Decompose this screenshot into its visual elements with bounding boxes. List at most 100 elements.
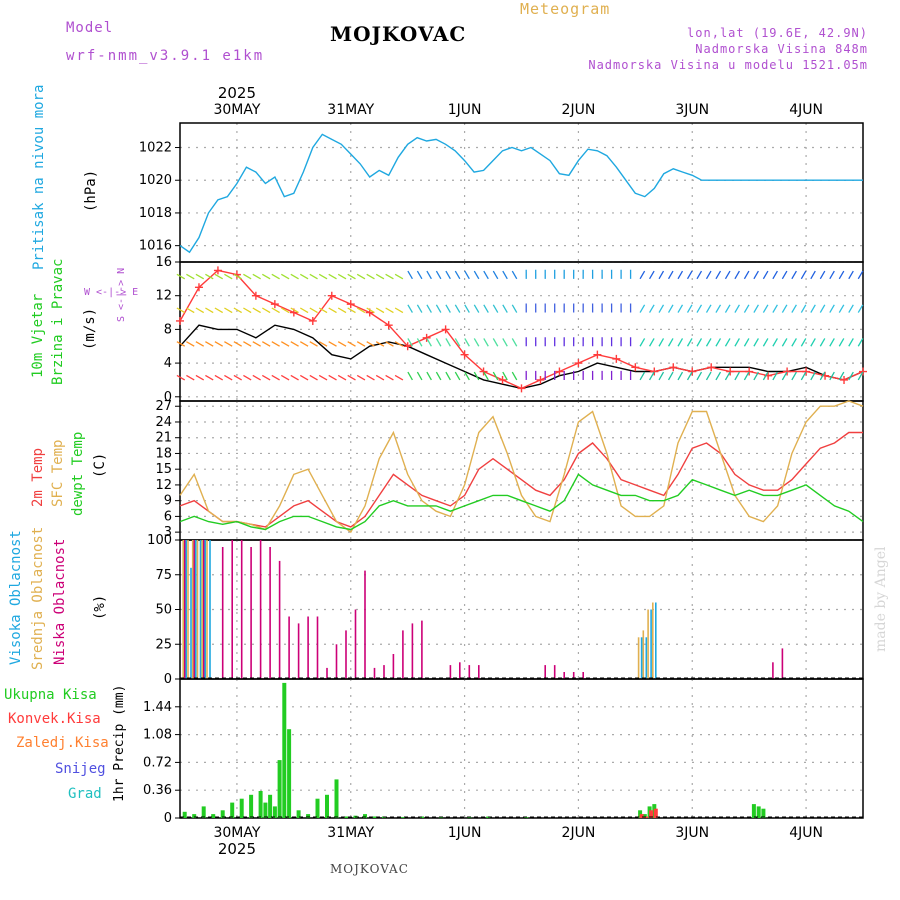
wind-barb: [407, 338, 413, 347]
wind-barb: [280, 273, 290, 280]
year-label-top: 2025: [218, 84, 256, 102]
bar: [288, 616, 290, 679]
bar: [637, 637, 640, 679]
wind-barb: [252, 374, 261, 381]
y-tick-label: 100: [147, 533, 172, 548]
wind-barb: [445, 371, 451, 381]
wind-barb: [261, 374, 271, 381]
panel-frame: [179, 400, 864, 541]
wind-barb: [243, 374, 252, 381]
bar: [277, 760, 282, 818]
wind-barb: [233, 341, 242, 347]
gust-marker: [176, 316, 184, 325]
cloud-title-low: Niska Oblacnost: [52, 538, 68, 665]
wind-barb: [454, 338, 461, 347]
wind-barb: [224, 307, 233, 314]
bar: [468, 665, 471, 679]
wind-barb: [772, 304, 778, 313]
wind-barb: [473, 304, 480, 313]
gust-marker: [327, 291, 336, 300]
bar: [307, 616, 309, 679]
bar: [334, 779, 339, 818]
gust-marker: [536, 375, 545, 384]
wind-barb: [762, 371, 769, 381]
wind-barb: [492, 304, 499, 313]
bar: [185, 540, 187, 679]
model-label: Model: [66, 20, 114, 36]
wind-barb: [648, 338, 655, 347]
credit: made by Angel: [873, 546, 889, 653]
wind-barb: [186, 273, 195, 280]
wind-barb: [800, 304, 807, 313]
station-title: MOJKOVAC: [330, 22, 467, 46]
wind-barb: [454, 270, 461, 280]
wind-title-2: Brzina i Pravac: [50, 258, 66, 385]
wind-barb: [511, 304, 518, 313]
gust-marker: [213, 266, 222, 275]
y-tick-label: 25: [155, 637, 172, 652]
wind-barb: [753, 270, 759, 280]
wind-barb: [819, 371, 826, 381]
panel-frame: [179, 261, 864, 402]
wind-barb: [502, 304, 508, 313]
temp-unit: (C): [92, 452, 108, 478]
y-tick-label: 1020: [139, 173, 172, 188]
y-tick-label: 0: [164, 811, 172, 826]
bar: [182, 540, 184, 679]
wind-barb: [829, 304, 835, 313]
bar: [202, 540, 205, 679]
bar: [231, 540, 233, 679]
wind-barb: [483, 304, 489, 313]
wind-barb: [233, 307, 242, 314]
bar: [639, 814, 644, 818]
wind-barb: [375, 374, 385, 381]
wind-barb: [394, 341, 404, 347]
bar: [269, 547, 271, 679]
wind-barb: [649, 304, 655, 313]
gust-marker: [441, 325, 450, 334]
wind-barb: [810, 338, 816, 347]
wind-barb: [715, 371, 722, 381]
bar: [354, 609, 357, 679]
bar: [524, 817, 529, 818]
wind-barb: [791, 270, 797, 280]
wind-barb: [705, 338, 712, 347]
wind-barb: [705, 304, 712, 313]
series-line: [179, 431, 863, 528]
bar: [296, 810, 301, 818]
wind-barb: [743, 338, 750, 347]
gust-marker: [194, 283, 203, 292]
bar: [183, 540, 186, 679]
wind-barb: [724, 270, 731, 280]
date-label-top: 31MAY: [327, 102, 374, 118]
wind-barb: [696, 304, 703, 313]
wind-barb: [309, 273, 318, 280]
wind-barb: [819, 270, 826, 280]
wind-barb: [214, 374, 224, 381]
wind-barb: [426, 270, 432, 280]
gust-marker: [251, 291, 260, 300]
wind-barb: [337, 307, 347, 314]
compass-we: W <-|-> E: [84, 287, 139, 298]
wind-barb: [445, 270, 451, 280]
wind-barb: [734, 270, 740, 280]
bar: [250, 547, 252, 679]
wind-barb: [261, 307, 271, 314]
wind-barb: [791, 338, 797, 347]
wind-barb: [435, 338, 442, 347]
wind-barb: [696, 338, 703, 347]
wind-barb: [205, 273, 214, 280]
wind-barb: [781, 338, 788, 347]
gust-marker: [707, 363, 716, 372]
date-label-top: 2JUN: [562, 102, 596, 118]
bar: [196, 540, 199, 679]
bar: [563, 672, 565, 679]
wind-barb: [243, 341, 252, 347]
wind-barb: [205, 307, 214, 314]
bar: [221, 547, 224, 679]
wind-barb: [753, 371, 759, 381]
wind-barb: [385, 273, 394, 280]
wind-barb: [224, 341, 233, 347]
bar: [449, 665, 452, 679]
wind-barb: [686, 270, 693, 280]
